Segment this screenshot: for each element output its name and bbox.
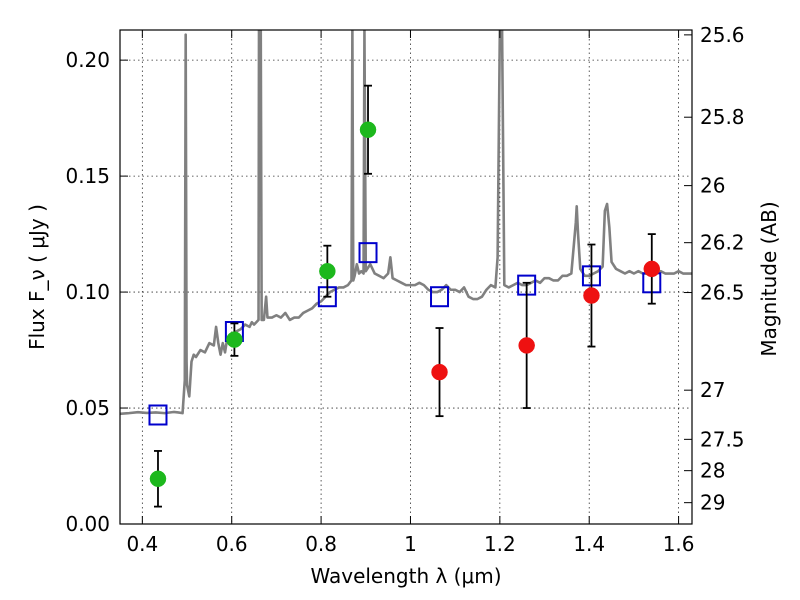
right-tick-label: 28: [700, 459, 725, 483]
model-photometry-square: [148, 404, 168, 426]
axes: 0.4 0.6 0.8 1 1.2 1.4 1.6 0.00 0.05 0.10 0.15 0.20 2…: [65, 23, 744, 556]
y-tick-label: 0.00: [65, 512, 110, 536]
observed-point: [359, 121, 377, 138]
right-axis-title: Magnitude (AB): [757, 201, 781, 356]
right-tick-label: 29: [700, 491, 725, 515]
observed-point: [149, 470, 167, 488]
x-tick-label: 1: [404, 532, 417, 556]
right-tick-label: 26: [700, 174, 725, 198]
observed-point: [226, 331, 243, 348]
observed-point: [643, 260, 661, 278]
observed-point: [583, 287, 600, 304]
x-tick-label: 1.2: [484, 532, 516, 556]
x-tick-label: 0.8: [305, 532, 337, 556]
y-tick-label: 0.05: [65, 396, 110, 420]
x-axis-title: Wavelength λ (μm): [310, 564, 501, 588]
plot-frame: [119, 29, 693, 525]
x-tick-label: 0.6: [216, 532, 248, 556]
model-spectrum-layer: [120, 30, 692, 416]
right-tick-label: 27.5: [700, 427, 745, 451]
y-tick-label: 0.10: [65, 280, 110, 304]
y-tick-label: 0.20: [65, 48, 110, 72]
y-axis-title: Flux F_ν ( μJy ): [25, 204, 49, 350]
model-photometry-square: [430, 286, 450, 308]
right-tick-label: 25.8: [700, 105, 745, 129]
observed-point: [518, 337, 535, 354]
x-tick-label: 1.6: [663, 532, 695, 556]
y-tick-label: 0.15: [65, 164, 110, 188]
x-tick-label: 0.4: [126, 532, 158, 556]
model-spectrum-line: [120, 30, 692, 416]
observed-point: [431, 363, 448, 381]
right-tick-label: 27: [700, 378, 725, 402]
right-tick-label: 26.5: [700, 281, 745, 305]
observed-point: [319, 262, 336, 280]
right-tick-label: 25.6: [700, 23, 745, 47]
right-tick-label: 26.2: [700, 231, 745, 255]
x-tick-label: 1.4: [573, 532, 605, 556]
model-photometry-square: [358, 242, 378, 264]
data-points-layer: [148, 84, 662, 508]
